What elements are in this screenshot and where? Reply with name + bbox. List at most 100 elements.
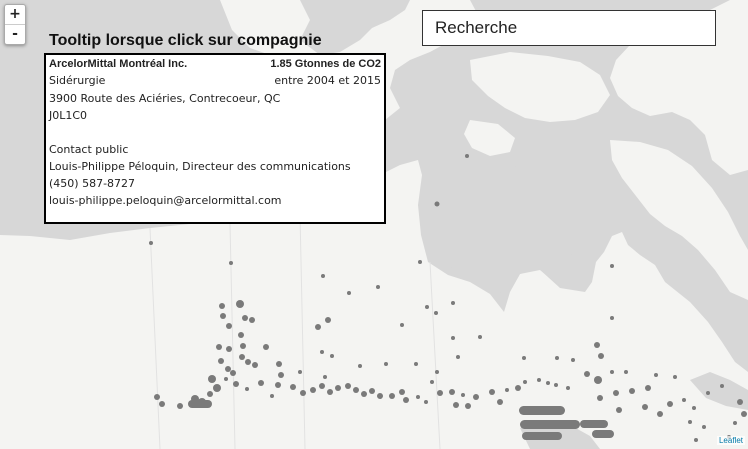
emission-marker[interactable] bbox=[276, 361, 282, 367]
emission-marker[interactable] bbox=[239, 354, 245, 360]
emission-marker[interactable] bbox=[642, 404, 648, 410]
emission-marker[interactable] bbox=[657, 411, 663, 417]
emission-marker[interactable] bbox=[597, 395, 603, 401]
emission-marker[interactable] bbox=[720, 384, 724, 388]
emission-marker[interactable] bbox=[315, 324, 321, 330]
emission-marker[interactable] bbox=[154, 394, 160, 400]
emission-marker[interactable] bbox=[430, 380, 434, 384]
emission-marker[interactable] bbox=[219, 303, 225, 309]
emission-marker[interactable] bbox=[594, 342, 600, 348]
emission-marker[interactable] bbox=[434, 311, 438, 315]
emission-marker[interactable] bbox=[230, 370, 236, 376]
emission-marker[interactable] bbox=[245, 359, 251, 365]
emission-marker[interactable] bbox=[325, 317, 331, 323]
emission-marker-cluster[interactable] bbox=[522, 432, 562, 440]
search-input[interactable] bbox=[422, 10, 716, 46]
emission-marker[interactable] bbox=[249, 317, 255, 323]
emission-marker[interactable] bbox=[389, 393, 395, 399]
emission-marker[interactable] bbox=[403, 397, 409, 403]
emission-marker[interactable] bbox=[298, 370, 302, 374]
emission-marker[interactable] bbox=[453, 402, 459, 408]
emission-marker[interactable] bbox=[327, 389, 333, 395]
emission-marker[interactable] bbox=[449, 389, 455, 395]
emission-marker[interactable] bbox=[654, 373, 658, 377]
emission-marker[interactable] bbox=[554, 383, 558, 387]
emission-marker[interactable] bbox=[702, 425, 706, 429]
emission-marker[interactable] bbox=[400, 323, 404, 327]
emission-marker[interactable] bbox=[361, 391, 367, 397]
emission-marker[interactable] bbox=[733, 421, 737, 425]
emission-marker[interactable] bbox=[688, 420, 692, 424]
emission-marker[interactable] bbox=[571, 358, 575, 362]
emission-marker[interactable] bbox=[610, 370, 614, 374]
emission-marker[interactable] bbox=[434, 201, 440, 207]
emission-marker[interactable] bbox=[515, 385, 521, 391]
emission-marker[interactable] bbox=[263, 344, 269, 350]
emission-marker[interactable] bbox=[321, 274, 325, 278]
emission-marker[interactable] bbox=[594, 376, 602, 384]
emission-marker[interactable] bbox=[353, 387, 359, 393]
emission-marker[interactable] bbox=[330, 354, 334, 358]
emission-marker[interactable] bbox=[226, 346, 232, 352]
emission-marker[interactable] bbox=[220, 313, 226, 319]
leaflet-attribution-link[interactable]: Leaflet bbox=[716, 436, 745, 445]
emission-marker-cluster[interactable] bbox=[592, 430, 614, 438]
emission-marker[interactable] bbox=[224, 377, 228, 381]
emission-marker[interactable] bbox=[435, 370, 439, 374]
emission-marker[interactable] bbox=[584, 371, 590, 377]
emission-marker[interactable] bbox=[566, 386, 570, 390]
emission-marker[interactable] bbox=[424, 400, 428, 404]
emission-marker[interactable] bbox=[629, 388, 635, 394]
emission-marker[interactable] bbox=[478, 335, 482, 339]
emission-marker[interactable] bbox=[598, 353, 604, 359]
emission-marker[interactable] bbox=[667, 401, 673, 407]
emission-marker[interactable] bbox=[737, 399, 743, 405]
emission-marker[interactable] bbox=[384, 362, 388, 366]
emission-marker[interactable] bbox=[416, 395, 420, 399]
emission-marker[interactable] bbox=[320, 350, 324, 354]
emission-marker-cluster[interactable] bbox=[580, 420, 608, 428]
emission-marker[interactable] bbox=[473, 394, 479, 400]
emission-marker[interactable] bbox=[376, 285, 380, 289]
emission-marker[interactable] bbox=[319, 383, 325, 389]
zoom-out-button[interactable]: - bbox=[5, 24, 25, 44]
emission-marker[interactable] bbox=[377, 393, 383, 399]
emission-marker[interactable] bbox=[555, 356, 559, 360]
emission-marker[interactable] bbox=[218, 358, 224, 364]
emission-marker[interactable] bbox=[399, 389, 405, 395]
emission-marker[interactable] bbox=[310, 387, 316, 393]
emission-marker[interactable] bbox=[236, 300, 244, 308]
emission-marker[interactable] bbox=[706, 391, 710, 395]
emission-marker[interactable] bbox=[451, 336, 455, 340]
emission-marker[interactable] bbox=[465, 154, 469, 158]
emission-marker-cluster[interactable] bbox=[188, 400, 212, 408]
emission-marker[interactable] bbox=[240, 343, 246, 349]
emission-marker[interactable] bbox=[418, 260, 422, 264]
emission-marker[interactable] bbox=[252, 362, 258, 368]
emission-marker[interactable] bbox=[437, 390, 443, 396]
emission-marker[interactable] bbox=[159, 401, 165, 407]
zoom-in-button[interactable]: + bbox=[9, 6, 21, 22]
emission-marker[interactable] bbox=[275, 382, 281, 388]
emission-marker[interactable] bbox=[610, 264, 614, 268]
emission-marker[interactable] bbox=[645, 385, 651, 391]
emission-marker[interactable] bbox=[425, 305, 429, 309]
emission-marker[interactable] bbox=[323, 375, 327, 379]
emission-marker[interactable] bbox=[610, 316, 614, 320]
emission-marker[interactable] bbox=[461, 393, 465, 397]
emission-marker[interactable] bbox=[208, 375, 216, 383]
emission-marker[interactable] bbox=[456, 355, 460, 359]
emission-marker[interactable] bbox=[226, 323, 232, 329]
emission-marker[interactable] bbox=[345, 383, 351, 389]
emission-marker[interactable] bbox=[692, 406, 696, 410]
emission-marker[interactable] bbox=[290, 384, 296, 390]
emission-marker[interactable] bbox=[505, 388, 509, 392]
emission-marker[interactable] bbox=[624, 370, 628, 374]
emission-marker[interactable] bbox=[335, 385, 341, 391]
emission-marker[interactable] bbox=[489, 389, 495, 395]
emission-marker[interactable] bbox=[451, 301, 455, 305]
emission-marker[interactable] bbox=[216, 344, 222, 350]
emission-marker[interactable] bbox=[358, 364, 362, 368]
emission-marker[interactable] bbox=[369, 388, 375, 394]
emission-marker[interactable] bbox=[673, 375, 677, 379]
